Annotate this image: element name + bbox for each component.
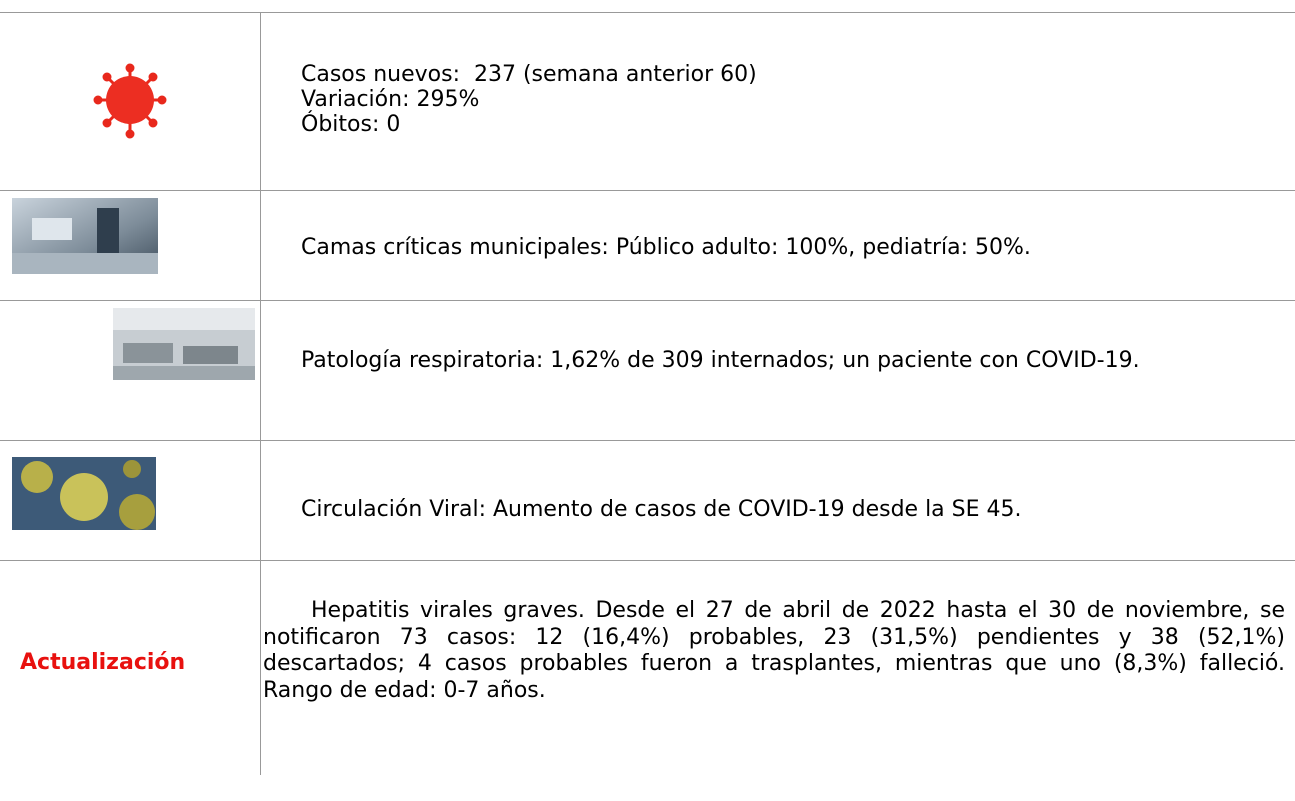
ward-photo — [113, 308, 255, 380]
column-border — [260, 12, 261, 775]
row-border — [0, 560, 1295, 561]
text-line: Variación: 295% — [301, 87, 757, 112]
text-line: Casos nuevos: 237 (semana anterior 60) — [301, 62, 757, 87]
virus-icon — [92, 58, 168, 142]
cell-text: Camas críticas municipales: Público adul… — [301, 235, 1031, 260]
text-line: Óbitos: 0 — [301, 112, 757, 137]
virus-photo — [12, 457, 156, 530]
cell-text: Patología respiratoria: 1,62% de 309 int… — [301, 348, 1285, 373]
row-border — [0, 300, 1295, 301]
row-border — [0, 12, 1295, 13]
icu-photo — [12, 198, 158, 274]
row-border — [0, 190, 1295, 191]
cell-text: Hepatitis virales graves. Desde el 27 de… — [263, 598, 1285, 704]
page: {"rows": [ {"lines": ["Casos nuevos: 237… — [0, 0, 1295, 801]
cell-text: Casos nuevos: 237 (semana anterior 60) V… — [301, 62, 757, 137]
row-label: Actualización — [20, 650, 185, 675]
cell-text: Circulación Viral: Aumento de casos de C… — [301, 497, 1022, 522]
row-border — [0, 440, 1295, 441]
